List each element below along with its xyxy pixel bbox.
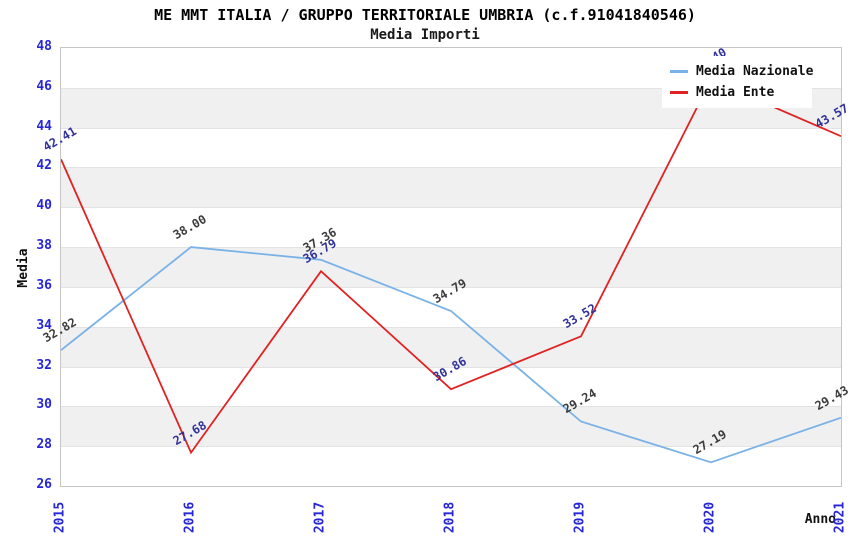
gridline — [61, 167, 841, 169]
plot-band — [61, 326, 841, 367]
legend-item-media-ente: Media Ente — [670, 82, 804, 103]
series-line-media-nazionale — [61, 246, 841, 464]
gridline — [61, 326, 841, 328]
plot-band — [61, 406, 841, 447]
x-axis-label: Anno — [804, 512, 836, 527]
legend: Media Nazionale Media Ente — [662, 56, 813, 108]
y-tick-label: 40 — [36, 198, 52, 214]
legend-line-swatch-blue — [670, 70, 688, 73]
series-line-media-ente — [61, 78, 841, 455]
plot-area — [60, 47, 842, 487]
gridline — [61, 286, 841, 288]
plot-band — [61, 247, 841, 287]
x-tick-label: 2019 — [572, 501, 588, 534]
x-tick-label: 2021 — [832, 501, 848, 534]
x-tick-label: 2020 — [702, 501, 718, 534]
y-tick-label: 32 — [36, 357, 52, 373]
y-tick-label: 44 — [36, 118, 52, 134]
y-tick-label: 48 — [36, 39, 52, 54]
y-tick-label: 34 — [36, 317, 52, 333]
x-tick-label: 2015 — [52, 501, 68, 534]
chart-subtitle: Media Importi — [370, 27, 480, 43]
gridline — [61, 87, 841, 89]
x-tick-label: 2016 — [182, 501, 198, 534]
series-lines — [61, 78, 841, 464]
plot-band — [61, 167, 841, 208]
y-tick-label: 42 — [36, 158, 52, 174]
legend-line-swatch-red — [670, 91, 688, 94]
y-tick-label: 30 — [36, 397, 52, 413]
legend-item-media-nazionale: Media Nazionale — [670, 61, 813, 82]
gridline — [61, 247, 841, 249]
legend-label: Media Nazionale — [696, 64, 814, 79]
chart-title: ME MMT ITALIA / GRUPPO TERRITORIALE UMBR… — [154, 6, 696, 24]
x-tick-label: 2018 — [442, 501, 458, 534]
y-tick-label: 26 — [36, 477, 52, 492]
gridline — [61, 406, 841, 408]
gridline — [61, 127, 841, 129]
y-tick-label: 46 — [36, 78, 52, 94]
x-tick-label: 2017 — [312, 501, 328, 534]
y-tick-label: 28 — [36, 437, 52, 453]
gridline — [61, 207, 841, 209]
y-tick-label: 38 — [36, 238, 52, 254]
y-tick-label: 36 — [36, 277, 52, 293]
legend-label: Media Ente — [696, 85, 775, 100]
gridline — [61, 366, 841, 368]
gridline — [61, 446, 841, 448]
